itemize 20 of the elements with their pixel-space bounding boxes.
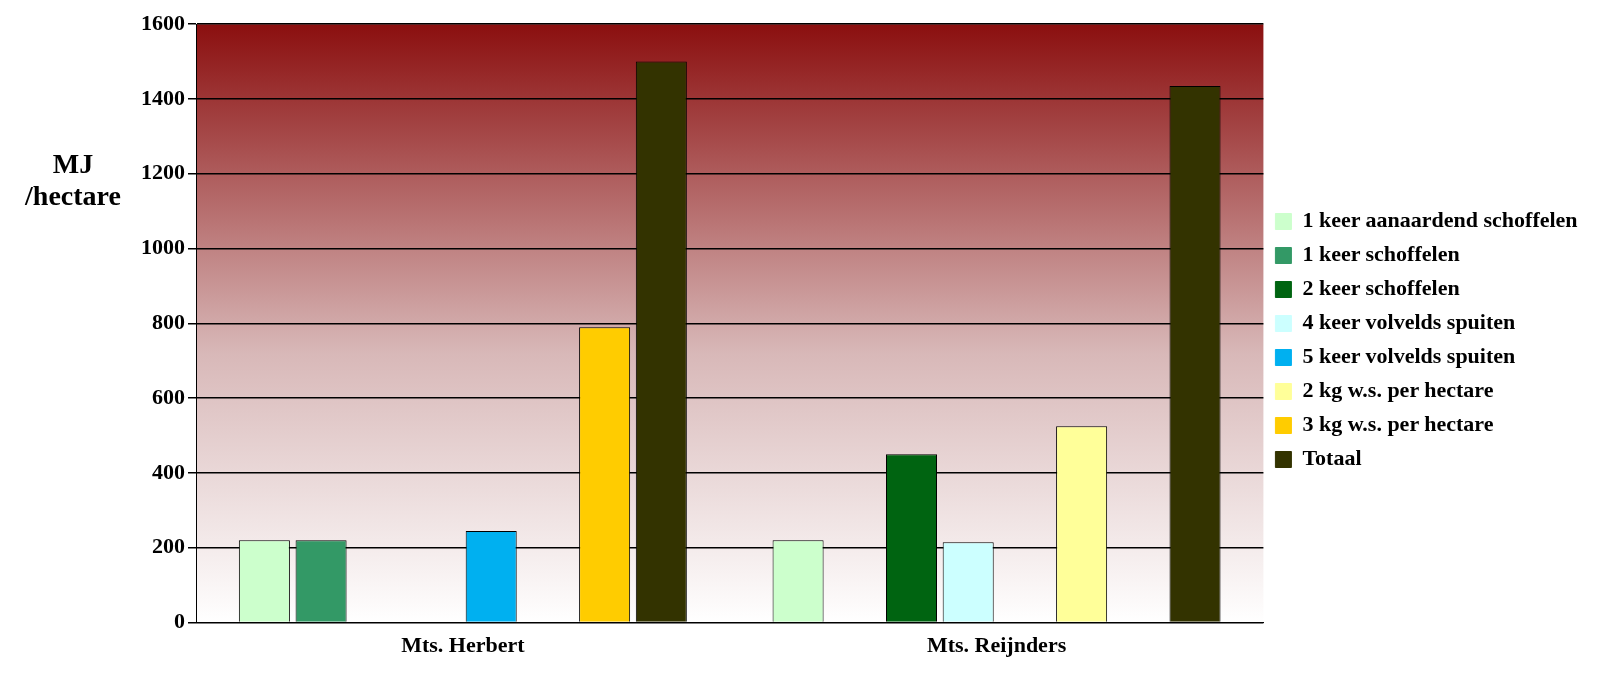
legend-label: 1 keer aanaardend schoffelen [1302, 207, 1578, 233]
y-tick-label: 600 [152, 383, 185, 409]
legend-label: 5 keer volvelds spuiten [1302, 343, 1516, 369]
legend-label: 3 kg w.s. per hectare [1302, 411, 1494, 437]
x-tick-label: Mts. Reijnders [926, 632, 1067, 658]
y-tick-label: 1400 [141, 84, 185, 110]
legend-label: 2 keer schoffelen [1302, 275, 1460, 301]
y-tick-label: 1600 [141, 9, 185, 35]
legend-label: 4 keer volvelds spuiten [1302, 309, 1516, 335]
y-tick-label: 800 [152, 309, 185, 335]
y-tick-label: 1000 [141, 234, 185, 260]
y-tick-label: 0 [174, 608, 185, 634]
y-tick-label: 1200 [141, 159, 185, 185]
x-tick-label: Mts. Herbert [401, 632, 526, 658]
y-tick-label: 400 [152, 458, 185, 484]
y-tick-label: 200 [152, 533, 185, 559]
y-axis-title: MJ /hectare [24, 148, 122, 212]
legend-label: Totaal [1302, 445, 1362, 471]
legend-label: 2 kg w.s. per hectare [1302, 377, 1494, 403]
legend-label: 1 keer schoffelen [1302, 241, 1460, 267]
